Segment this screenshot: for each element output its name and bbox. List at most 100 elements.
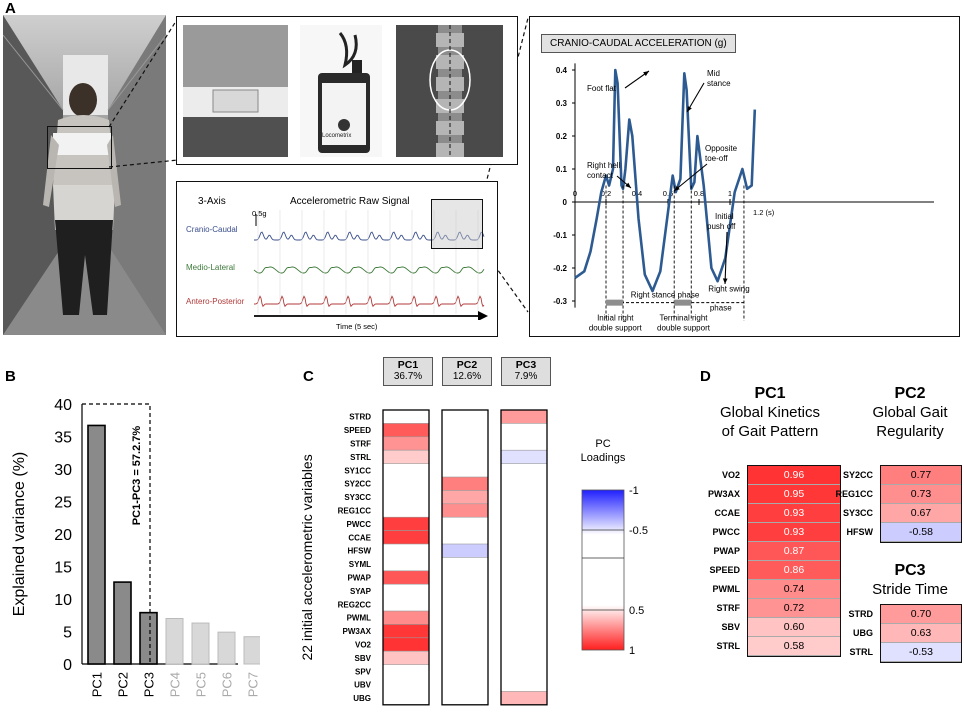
mid-stance-arrow bbox=[686, 82, 705, 113]
mid-stance-arrow-head bbox=[687, 106, 692, 112]
heatmap-cell-pc3-strl bbox=[500, 449, 548, 464]
loading-value-cell: -0.53 bbox=[881, 643, 961, 662]
loading-variable-name: UBG bbox=[853, 628, 873, 638]
zoom-y-tick-label: 0.2 bbox=[556, 132, 568, 141]
loading-row: STRD 0.70 bbox=[849, 605, 961, 624]
loading-value-cell: 0.86 bbox=[748, 561, 840, 580]
push-off-arrow-head bbox=[722, 278, 728, 284]
bar-x-tick-label: PC6 bbox=[220, 672, 235, 697]
loading-value-cell: 0.96 bbox=[748, 466, 840, 485]
raw-trace-1 bbox=[253, 266, 485, 274]
loading-value-cell: 0.74 bbox=[748, 580, 840, 599]
loading-variable-name: STRF bbox=[716, 603, 741, 613]
bar-y-tick-label: 15 bbox=[54, 560, 72, 577]
loading-variable-name: HFSW bbox=[846, 527, 874, 537]
loading-row: REG1CC 0.73 bbox=[835, 485, 961, 504]
heatmap-cell-pc2-reg1cc bbox=[441, 503, 489, 518]
belt-highlight-box bbox=[47, 126, 112, 169]
heatmap-row-label: REG1CC bbox=[338, 507, 372, 516]
raw-channel-label-1: Medio-Lateral bbox=[186, 263, 235, 272]
heatmap-row-label: PWCC bbox=[347, 520, 372, 529]
bar-y-tick-label: 25 bbox=[54, 495, 72, 512]
legend-tick-label: -0.5 bbox=[629, 525, 648, 537]
pc1-table-title: PC1 Global Kinetics of Gait Pattern bbox=[700, 384, 840, 441]
right-heel-label-2: contact bbox=[587, 171, 614, 180]
bar-x-tick-label: PC7 bbox=[246, 672, 261, 697]
zoom-y-tick-label: -0.3 bbox=[553, 297, 567, 306]
loadings-heatmap: STRD SPEED STRF STRL SY1CC SY2CC SY3CC REG1CC PW… bbox=[299, 409, 648, 706]
sensor-device-photo: Locometrix bbox=[300, 25, 382, 157]
right-heel-arrow-head bbox=[625, 182, 631, 188]
bar-pc3 bbox=[139, 611, 158, 665]
heatmap-row-label: UBV bbox=[354, 681, 372, 690]
loading-row: SPEED 0.86 bbox=[709, 561, 840, 580]
bar-x-tick-label: PC5 bbox=[194, 672, 209, 697]
swing-phase-label-1: Right swing bbox=[708, 285, 749, 294]
loading-variable-name: VO2 bbox=[721, 470, 740, 480]
heatmap-row-label: SYAP bbox=[350, 587, 372, 596]
heatmap-header-pc3-variance: 7.9% bbox=[514, 371, 538, 382]
zoom-x-tick-label: 1 bbox=[728, 189, 732, 198]
loading-variable-name: SY3CC bbox=[842, 508, 873, 518]
heatmap-row-label: HFSW bbox=[347, 547, 371, 556]
heatmap-cell-pc1-ccae bbox=[382, 530, 430, 545]
loading-value-cell: -0.58 bbox=[881, 523, 961, 542]
raw-trace-2 bbox=[254, 295, 485, 308]
variance-bar-chart: 0 5 10 15 20 25 30 35 40 Explained variance (%) PC… bbox=[11, 397, 261, 697]
legend-title-1: PC bbox=[595, 438, 610, 450]
raw-trace-0 bbox=[254, 231, 485, 241]
zoom-plot: 0.40.30.20.10-0.1-0.2-0.30 0.2 0.4 0.6 0.8 11… bbox=[553, 63, 934, 333]
legend-tick-label: -1 bbox=[629, 485, 639, 497]
loading-row: CCAE 0.93 bbox=[714, 504, 840, 523]
bar-y-tick-label: 10 bbox=[54, 592, 72, 609]
zoom-x-tick-label: 0.6 bbox=[663, 189, 673, 198]
heatmap-cell-pc2-hfsw bbox=[441, 543, 489, 558]
heatmap-column-frame bbox=[382, 409, 430, 706]
loading-row: STRF 0.72 bbox=[717, 599, 840, 618]
zoom-y-tick-label: -0.1 bbox=[553, 231, 567, 240]
raw-zoom-box bbox=[431, 199, 483, 249]
heatmap-header-pc1-variance: 36.7% bbox=[393, 371, 423, 382]
loading-variable-name: PW3AX bbox=[707, 489, 740, 499]
heatmap-cell-pc1-pw3ax bbox=[382, 624, 430, 639]
zoom-x-unit: 1.2 (s) bbox=[753, 208, 775, 217]
pc1-subtitle-line2: of Gait Pattern bbox=[721, 423, 819, 440]
loading-value-cell: 0.73 bbox=[881, 485, 961, 504]
heatmap-header-pc1: PC1 36.7% bbox=[383, 357, 433, 386]
heatmap-row-label: STRL bbox=[350, 453, 371, 462]
heatmap-cell-pc1-speed bbox=[382, 423, 430, 438]
panel-label-b: B bbox=[5, 368, 16, 385]
legend-tick-label: 0.5 bbox=[629, 605, 644, 617]
loading-value-cell: 0.72 bbox=[748, 599, 840, 618]
heatmap-row-label: REG2CC bbox=[338, 600, 372, 609]
heatmap-cell-pc1-pwcc bbox=[382, 516, 430, 531]
legend-color-bar bbox=[581, 489, 625, 651]
loading-value-cell: 0.60 bbox=[748, 618, 840, 637]
opposite-toe-label-1: Opposite bbox=[705, 144, 738, 153]
raw-time-label: Time (5 sec) bbox=[336, 322, 378, 331]
heatmap-row-label: VO2 bbox=[355, 641, 372, 650]
loading-row: SY2CC 0.77 bbox=[843, 466, 961, 485]
zoom-y-tick-label: 0 bbox=[563, 198, 568, 207]
loading-row: VO2 0.96 bbox=[722, 466, 840, 485]
pc2-title: PC2 bbox=[894, 385, 926, 402]
loading-row: PWAP 0.87 bbox=[713, 542, 840, 561]
loading-value-cell: 0.70 bbox=[881, 605, 961, 624]
loading-variable-name: STRL bbox=[849, 647, 874, 657]
opposite-toe-arrow bbox=[673, 163, 708, 192]
heatmap-cell-pc3-ubg bbox=[500, 691, 548, 706]
loading-value-cell: 0.63 bbox=[881, 624, 961, 643]
initial-ds-label-1: Initial right bbox=[597, 314, 634, 323]
bar-pc4 bbox=[165, 618, 184, 665]
bar-y-tick-label: 30 bbox=[54, 462, 72, 479]
loading-row: SBV 0.60 bbox=[721, 618, 840, 637]
device-brand-label: Locometrix bbox=[322, 133, 352, 139]
opposite-toe-label-2: toe-off bbox=[705, 154, 728, 163]
heatmap-row-label: SY1CC bbox=[344, 466, 371, 475]
pc2-loading-table: SY2CC 0.77 REG1CC 0.73 SY3CC 0.67 HFSW -0.58 bbox=[835, 465, 962, 543]
stance-phase-label: Right stance phase bbox=[631, 291, 700, 300]
pc3-table-title: PC3 Stride Time bbox=[860, 561, 960, 599]
terminal-ds-label-1: Terminal right bbox=[659, 314, 708, 323]
loading-variable-name: SPEED bbox=[709, 565, 740, 575]
raw-signal-panel bbox=[176, 181, 498, 337]
